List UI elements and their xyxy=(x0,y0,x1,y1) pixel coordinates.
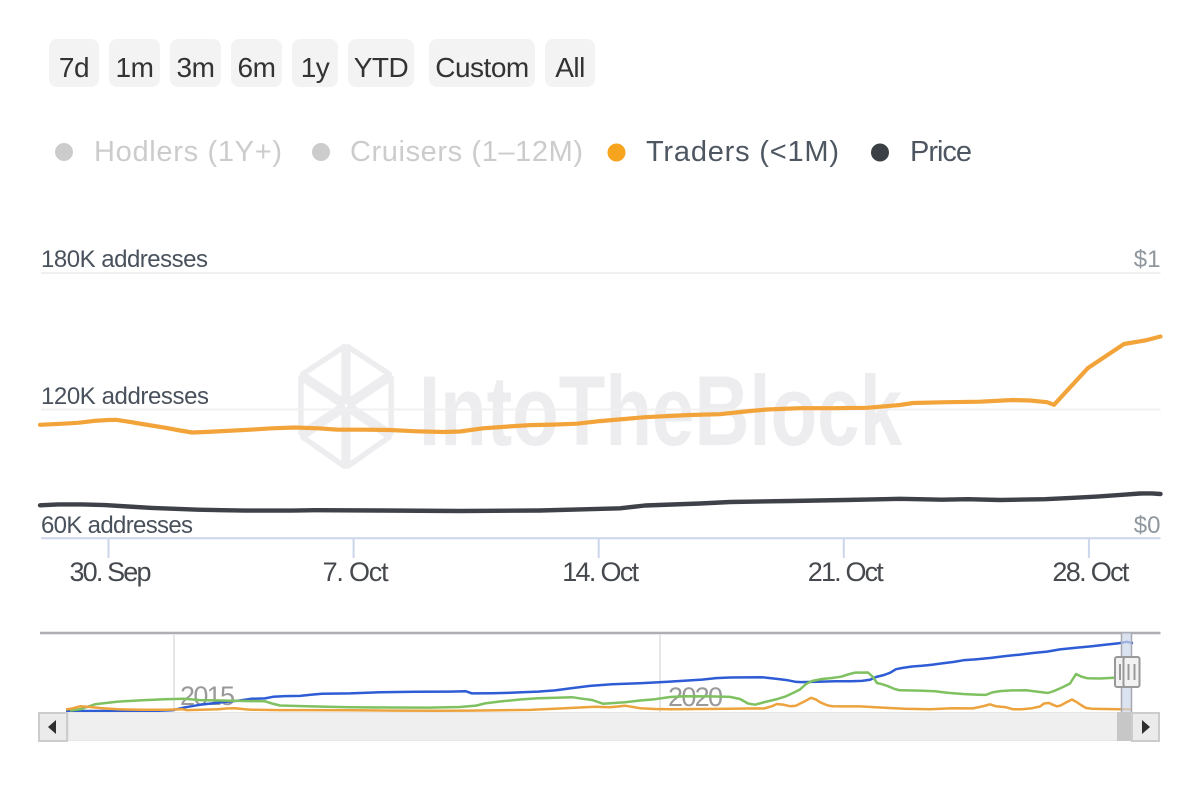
svg-text:180K addresses: 180K addresses xyxy=(41,246,208,273)
svg-text:$0: $0 xyxy=(1134,512,1161,539)
svg-text:$1: $1 xyxy=(1134,246,1161,273)
svg-text:Hodlers (1Y+): Hodlers (1Y+) xyxy=(94,136,282,168)
svg-text:120K addresses: 120K addresses xyxy=(41,383,209,410)
svg-text:30. Sep: 30. Sep xyxy=(70,557,152,587)
svg-text:7. Oct: 7. Oct xyxy=(323,557,389,587)
svg-text:28. Oct: 28. Oct xyxy=(1052,557,1129,587)
svg-text:14. Oct: 14. Oct xyxy=(562,557,639,587)
svg-text:Price: Price xyxy=(910,136,972,168)
svg-text:Cruisers (1–12M): Cruisers (1–12M) xyxy=(350,136,583,168)
svg-text:60K addresses: 60K addresses xyxy=(41,512,193,539)
svg-text:Traders (<1M): Traders (<1M) xyxy=(646,136,839,168)
svg-text:21. Oct: 21. Oct xyxy=(808,557,884,587)
